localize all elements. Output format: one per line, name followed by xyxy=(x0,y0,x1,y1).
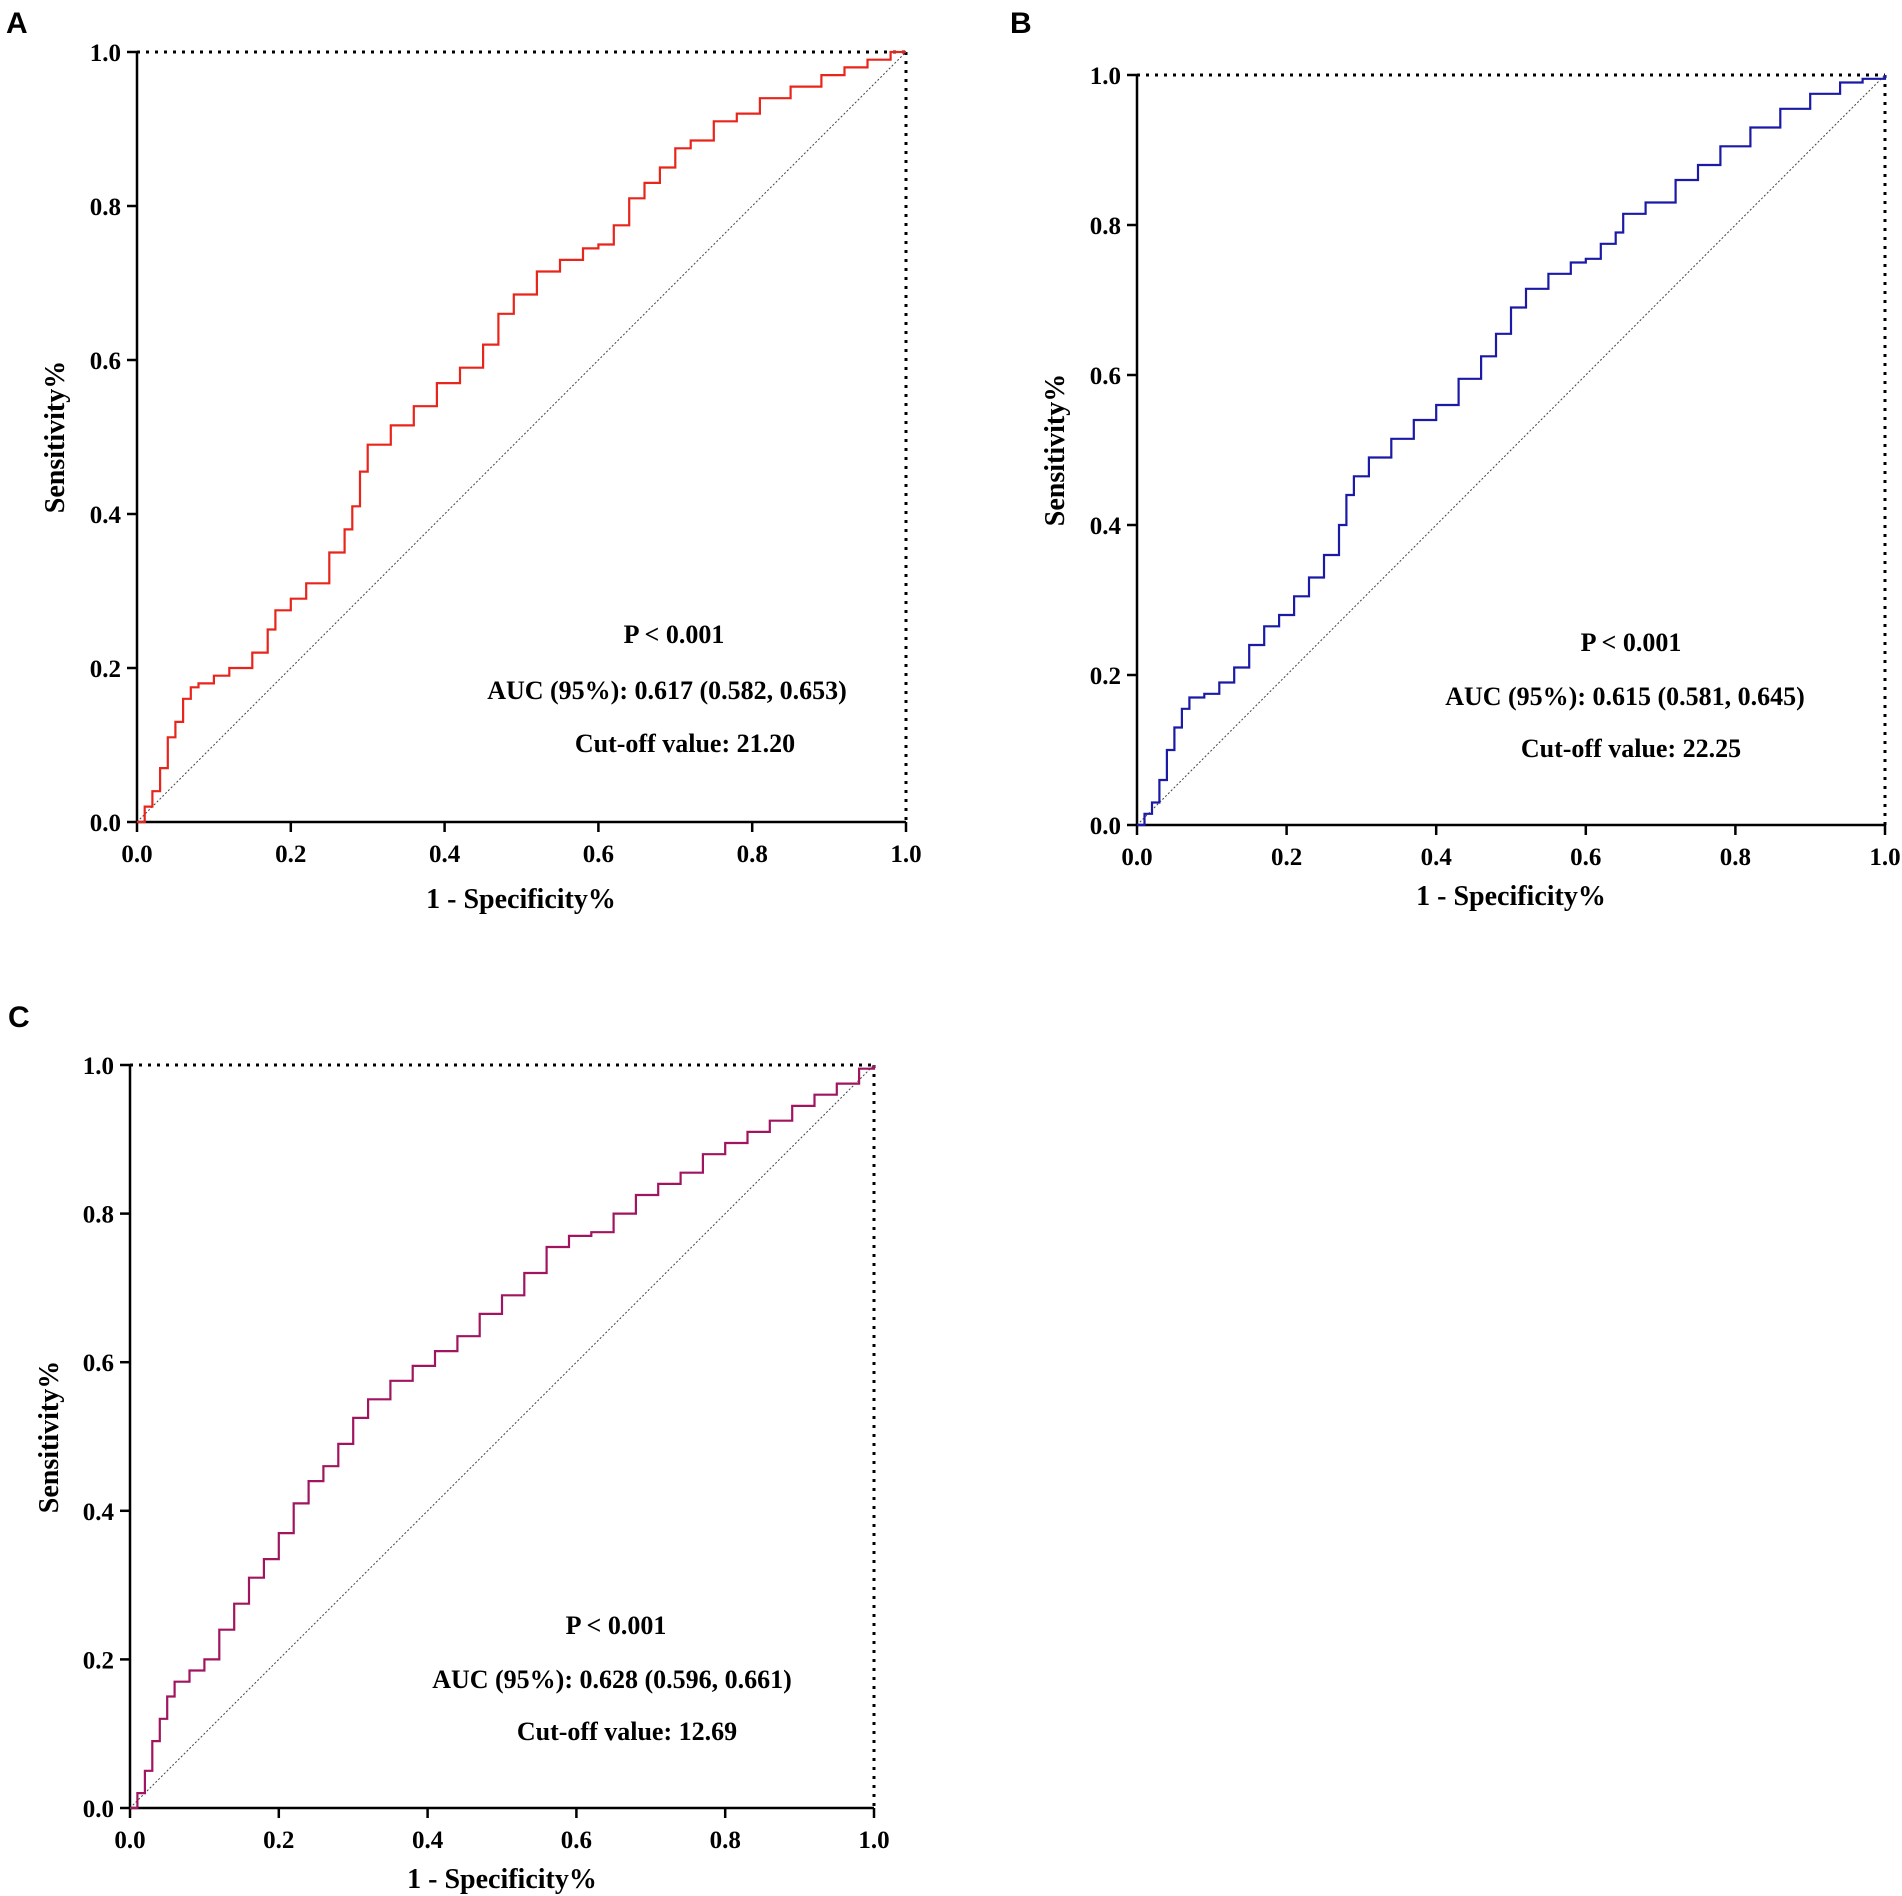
y-axis-title: Sensitivity% xyxy=(40,361,71,513)
y-tick-label: 0.6 xyxy=(1090,363,1121,390)
x-tick-label: 1.0 xyxy=(858,1827,889,1854)
auc-annotation: AUC (95%): 0.617 (0.582, 0.653) xyxy=(487,676,847,705)
x-tick-label: 0.6 xyxy=(583,841,614,868)
x-tick-label: 0.2 xyxy=(1271,844,1302,871)
x-tick-label: 1.0 xyxy=(890,841,921,868)
y-tick-label: 0.2 xyxy=(1090,663,1121,690)
y-tick-label: 1.0 xyxy=(90,40,121,67)
y-axis-title: Sensitivity% xyxy=(1040,374,1071,526)
axis-ticks: 0.0 0.2 0.4 0.6 0.8 1.0 0.0 0.2 0.4 0.6 0.8 1.0 xyxy=(1090,63,1901,871)
cutoff-annotation: Cut-off value: 22.25 xyxy=(1521,734,1741,763)
x-tick-label: 0.0 xyxy=(114,1827,145,1854)
y-tick-label: 0.2 xyxy=(90,656,121,683)
auc-annotation: AUC (95%): 0.628 (0.596, 0.661) xyxy=(432,1665,792,1694)
p-value-annotation: P < 0.001 xyxy=(566,1611,667,1640)
reference-diagonal xyxy=(1136,74,1886,826)
x-tick-label: 0.8 xyxy=(710,1827,741,1854)
x-tick-label: 0.0 xyxy=(1121,844,1152,871)
x-tick-label: 0.8 xyxy=(1720,844,1751,871)
y-tick-label: 1.0 xyxy=(1090,63,1121,90)
axis-ticks: 0.0 0.2 0.4 0.6 0.8 1.0 0.0 0.2 0.4 0.6 0.8 1.0 xyxy=(83,1053,890,1854)
p-value-annotation: P < 0.001 xyxy=(1581,628,1682,657)
y-tick-label: 0.0 xyxy=(1090,813,1121,840)
p-value-annotation: P < 0.001 xyxy=(624,620,725,649)
x-tick-label: 0.4 xyxy=(429,841,461,868)
x-axis-title: 1 - Specificity% xyxy=(407,1864,597,1895)
y-tick-label: 0.6 xyxy=(83,1350,114,1377)
y-tick-label: 0.4 xyxy=(1090,513,1122,540)
reference-diagonal xyxy=(129,1064,875,1809)
panel-letter: A xyxy=(6,7,28,40)
x-tick-label: 0.6 xyxy=(561,1827,592,1854)
x-tick-label: 0.0 xyxy=(121,841,152,868)
x-axis-title: 1 - Specificity% xyxy=(426,884,616,915)
panel-c: C 0.0 0.2 0.4 0.6 0.8 1.0 0.0 0.2 0.4 0.6 0.8 1.0 1… xyxy=(8,1001,890,1895)
y-axis-title: Sensitivity% xyxy=(34,1361,65,1513)
axis-ticks: 0.0 0.2 0.4 0.6 0.8 1.0 0.0 0.2 0.4 0.6 0.8 1.0 xyxy=(90,40,922,868)
roc-curve xyxy=(1137,75,1887,827)
x-tick-label: 0.4 xyxy=(1421,844,1453,871)
x-tick-label: 0.2 xyxy=(263,1827,294,1854)
y-tick-label: 0.8 xyxy=(83,1202,114,1229)
x-tick-label: 1.0 xyxy=(1869,844,1900,871)
y-tick-label: 0.2 xyxy=(83,1647,114,1674)
x-tick-label: 0.4 xyxy=(412,1827,444,1854)
x-tick-label: 0.8 xyxy=(737,841,768,868)
cutoff-annotation: Cut-off value: 21.20 xyxy=(575,729,795,758)
panel-a: A 0.0 0.2 0.4 0.6 0.8 1.0 0.0 0.2 0.4 0.6 0.8 1.0 1… xyxy=(6,7,922,915)
x-tick-label: 0.2 xyxy=(275,841,306,868)
roc-curve xyxy=(137,50,906,824)
y-tick-label: 0.8 xyxy=(1090,213,1121,240)
y-tick-label: 0.8 xyxy=(90,194,121,221)
x-tick-label: 0.6 xyxy=(1570,844,1601,871)
y-tick-label: 0.6 xyxy=(90,348,121,375)
panel-b: B 0.0 0.2 0.4 0.6 0.8 1.0 0.0 0.2 0.4 0.6 0.8 1.0 1… xyxy=(1010,7,1901,912)
roc-curve xyxy=(130,1065,876,1810)
auc-annotation: AUC (95%): 0.615 (0.581, 0.645) xyxy=(1445,682,1805,711)
reference-diagonal xyxy=(136,51,907,823)
panel-letter: C xyxy=(8,1001,30,1034)
y-tick-label: 0.4 xyxy=(90,502,122,529)
panel-letter: B xyxy=(1010,7,1032,40)
cutoff-annotation: Cut-off value: 12.69 xyxy=(517,1717,737,1746)
y-tick-label: 0.4 xyxy=(83,1499,115,1526)
y-tick-label: 0.0 xyxy=(90,810,121,837)
x-axis-title: 1 - Specificity% xyxy=(1416,881,1606,912)
y-tick-label: 0.0 xyxy=(83,1796,114,1823)
y-tick-label: 1.0 xyxy=(83,1053,114,1080)
